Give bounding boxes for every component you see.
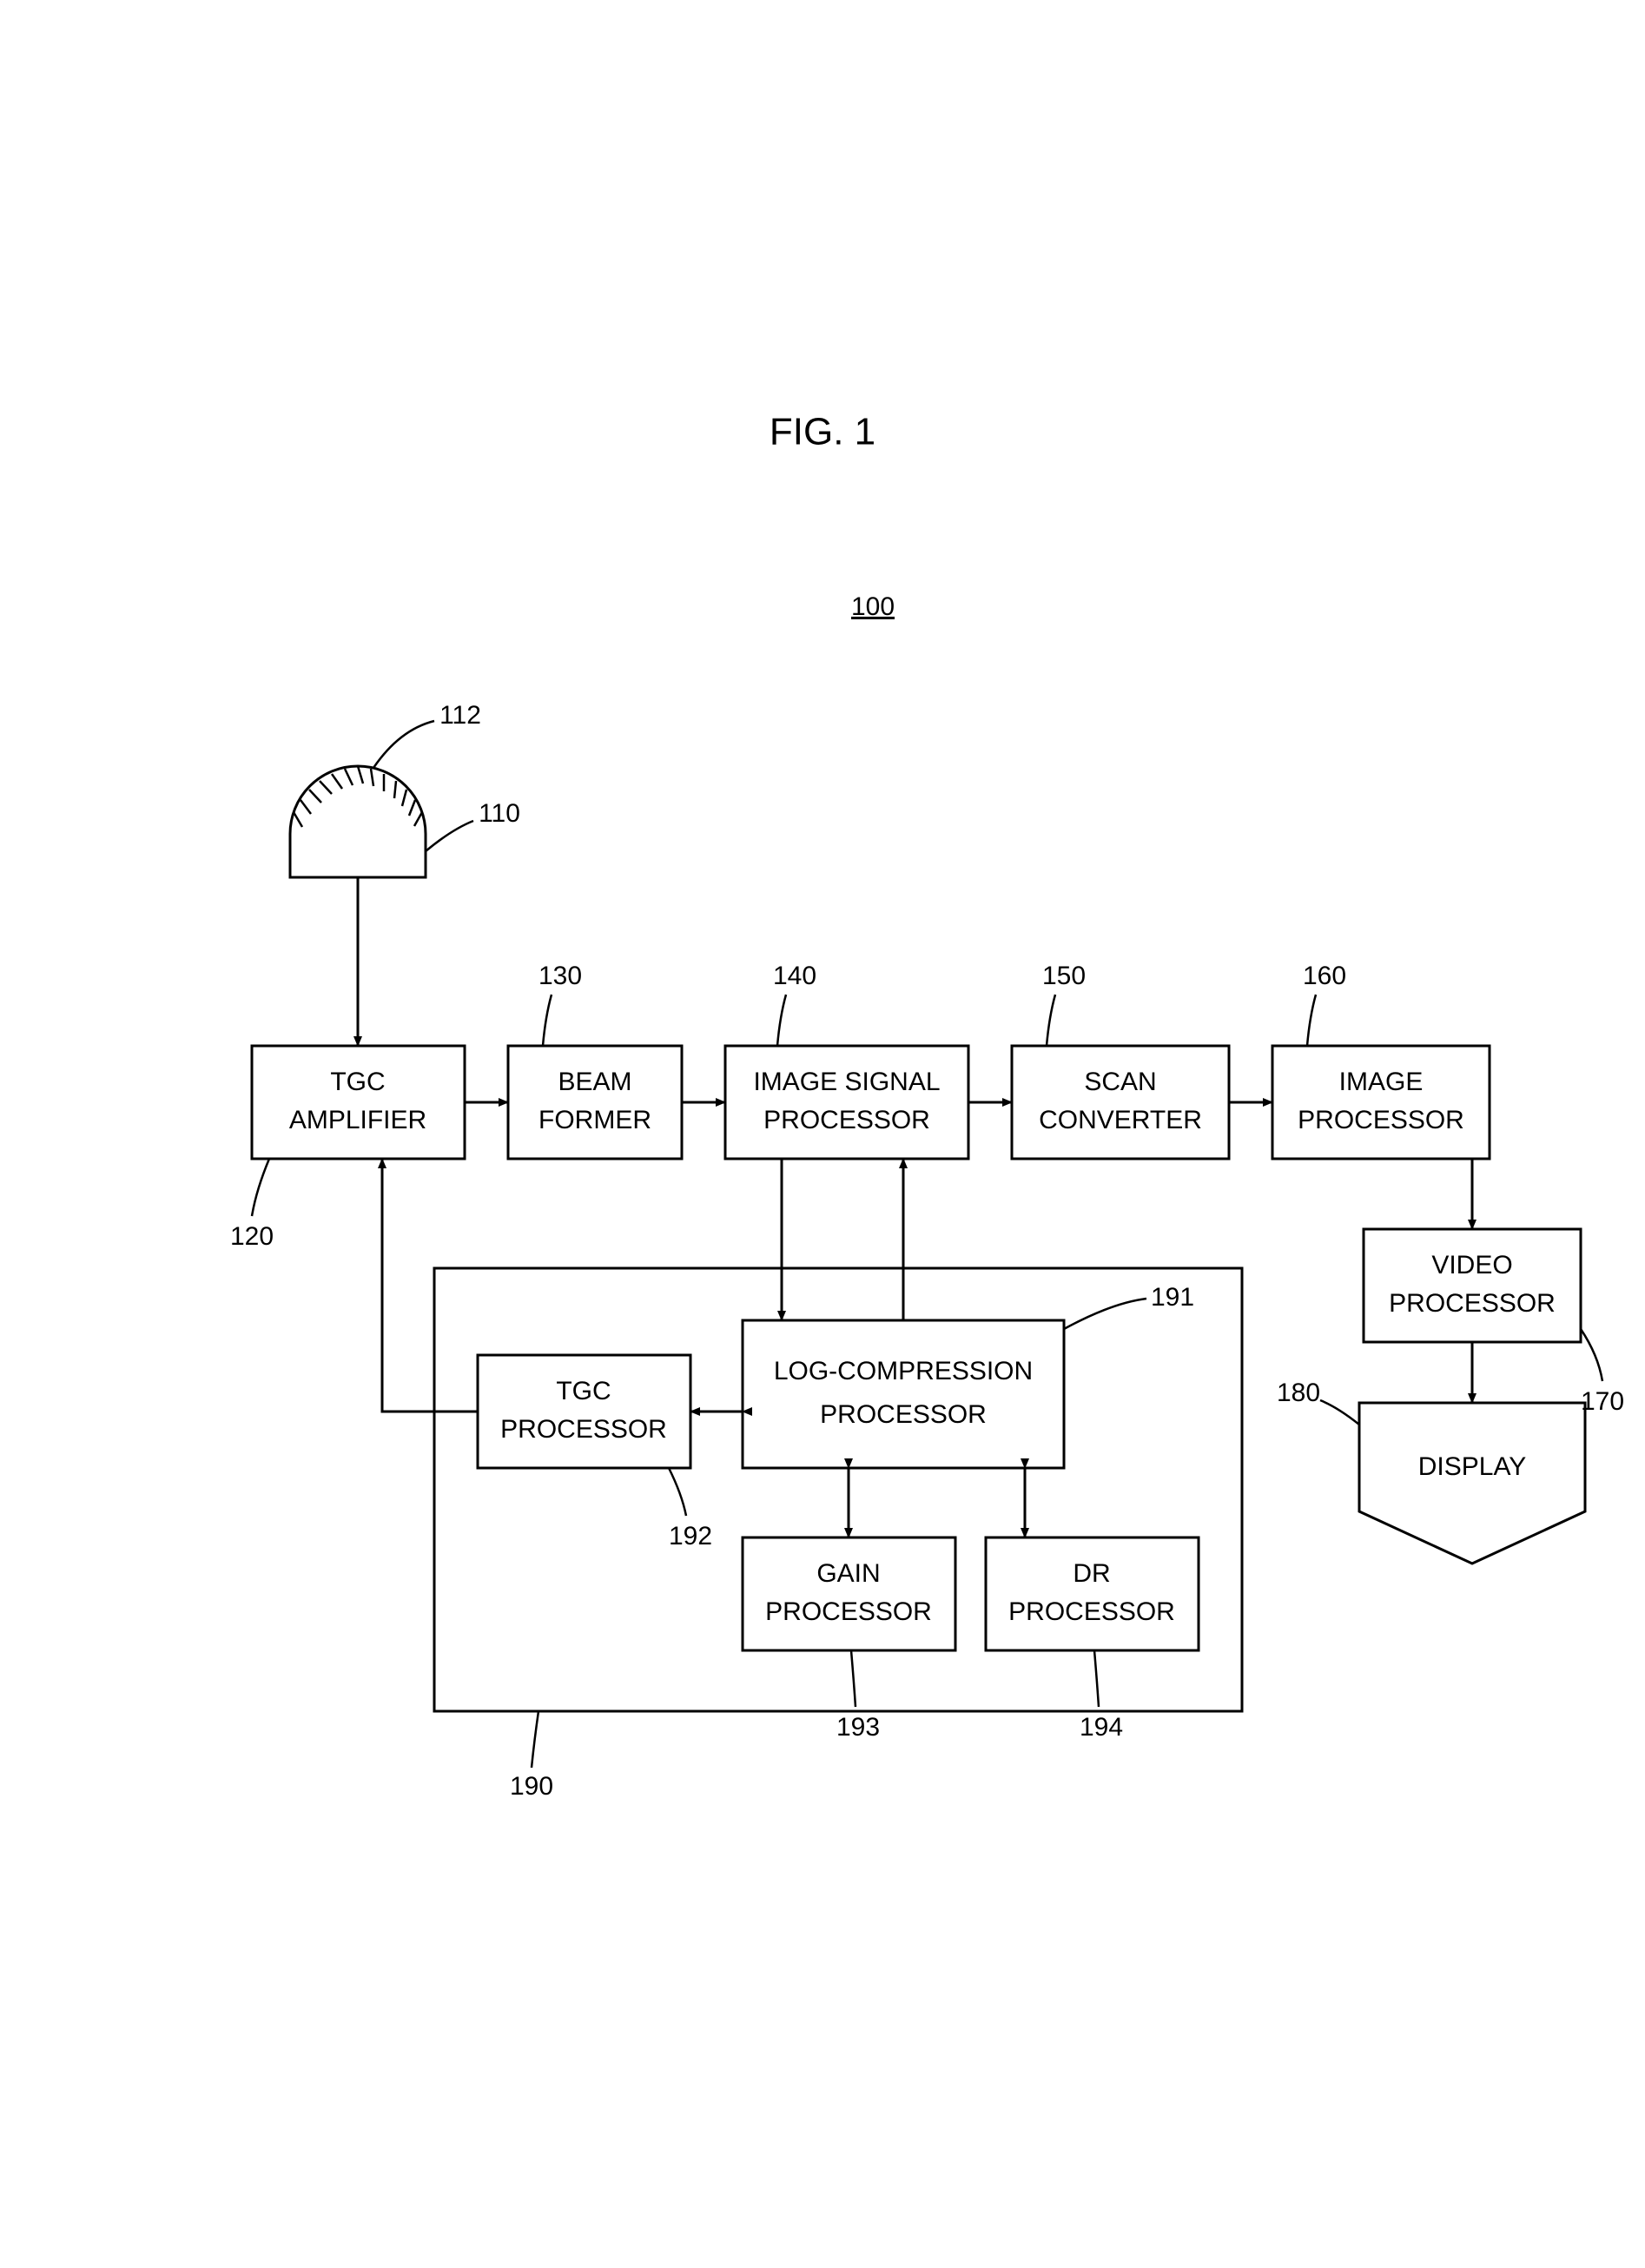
svg-text:PROCESSOR: PROCESSOR [763, 1106, 930, 1134]
conn-tgcproc-tgcamp [382, 1159, 478, 1412]
dr-processor-block: DR PROCESSOR [986, 1537, 1199, 1650]
image-signal-processor-block: IMAGE SIGNAL PROCESSOR [725, 1046, 968, 1159]
leader-193 [851, 1650, 856, 1707]
svg-text:BEAM: BEAM [558, 1068, 631, 1096]
beam-former-block: BEAM FORMER [508, 1046, 682, 1159]
gain-processor-block: GAIN PROCESSOR [743, 1537, 955, 1650]
ref-112: 112 [439, 701, 481, 730]
leader-191 [1064, 1299, 1146, 1329]
leader-170 [1581, 1329, 1602, 1381]
ref-191: 191 [1151, 1283, 1194, 1312]
svg-text:IMAGE SIGNAL: IMAGE SIGNAL [753, 1068, 940, 1096]
leader-150 [1047, 995, 1055, 1046]
svg-text:PROCESSOR: PROCESSOR [765, 1597, 932, 1626]
leader-194 [1094, 1650, 1099, 1707]
leader-112 [373, 721, 434, 768]
leader-110 [426, 821, 473, 851]
ref-110: 110 [479, 799, 520, 828]
ref-120: 120 [230, 1222, 274, 1251]
svg-text:IMAGE: IMAGE [1339, 1068, 1424, 1096]
ref-160: 160 [1303, 962, 1346, 990]
svg-text:PROCESSOR: PROCESSOR [820, 1400, 987, 1429]
figure-title: FIG. 1 [770, 411, 875, 453]
image-processor-block: IMAGE PROCESSOR [1272, 1046, 1490, 1159]
ref-192: 192 [669, 1522, 712, 1551]
leader-180 [1320, 1400, 1359, 1425]
tgc-amplifier-block: TGC AMPLIFIER [252, 1046, 465, 1159]
svg-text:PROCESSOR: PROCESSOR [1389, 1289, 1556, 1318]
svg-text:SCAN: SCAN [1084, 1068, 1156, 1096]
ref-150: 150 [1042, 962, 1086, 990]
svg-text:AMPLIFIER: AMPLIFIER [289, 1106, 426, 1134]
ref-193: 193 [836, 1713, 880, 1742]
ref-190: 190 [510, 1772, 553, 1801]
ref-140: 140 [773, 962, 816, 990]
ref-170: 170 [1581, 1387, 1624, 1416]
leader-120 [252, 1159, 269, 1216]
video-processor-block: VIDEO PROCESSOR [1364, 1229, 1581, 1342]
svg-text:FORMER: FORMER [538, 1106, 651, 1134]
svg-text:PROCESSOR: PROCESSOR [1298, 1106, 1464, 1134]
leader-160 [1307, 995, 1316, 1046]
svg-text:PROCESSOR: PROCESSOR [500, 1415, 667, 1444]
leader-130 [543, 995, 552, 1046]
transducer-array [294, 766, 422, 827]
svg-text:TGC: TGC [556, 1377, 611, 1405]
system-ref: 100 [851, 592, 895, 621]
leader-190 [532, 1711, 538, 1768]
svg-text:DISPLAY: DISPLAY [1418, 1452, 1527, 1481]
svg-text:TGC: TGC [330, 1068, 385, 1096]
probe [290, 766, 426, 877]
tgc-processor-block: TGC PROCESSOR [478, 1355, 690, 1468]
svg-text:VIDEO: VIDEO [1431, 1251, 1512, 1279]
svg-text:DR: DR [1073, 1559, 1110, 1588]
log-compression-processor-block: LOG-COMPRESSION PROCESSOR [743, 1320, 1064, 1468]
scan-converter-block: SCAN CONVERTER [1012, 1046, 1229, 1159]
leader-140 [777, 995, 786, 1046]
display-block: DISPLAY [1359, 1403, 1585, 1564]
ref-180: 180 [1277, 1379, 1320, 1407]
block-diagram: FIG. 1 100 112 110 TGC AMPLI [0, 0, 1645, 2268]
svg-text:CONVERTER: CONVERTER [1039, 1106, 1202, 1134]
svg-text:LOG-COMPRESSION: LOG-COMPRESSION [774, 1357, 1033, 1385]
ref-194: 194 [1080, 1713, 1123, 1742]
leader-192 [669, 1468, 686, 1516]
svg-text:PROCESSOR: PROCESSOR [1008, 1597, 1175, 1626]
ref-130: 130 [538, 962, 582, 990]
svg-text:GAIN: GAIN [816, 1559, 880, 1588]
controller-190-container [434, 1268, 1242, 1711]
